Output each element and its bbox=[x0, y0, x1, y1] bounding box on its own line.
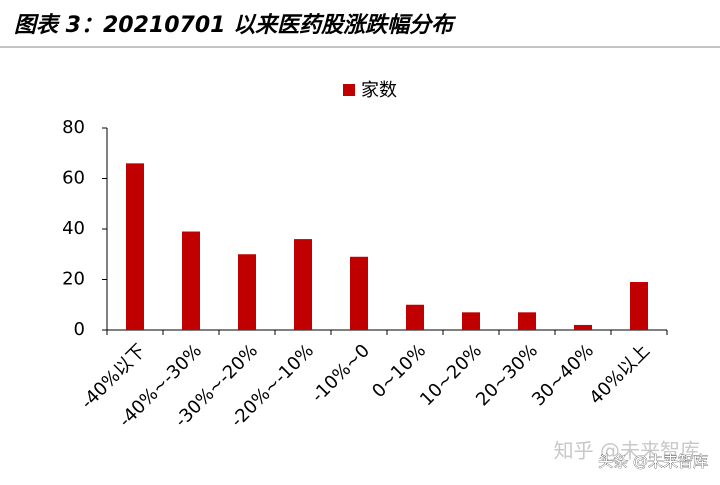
bar bbox=[574, 324, 592, 330]
y-tick-label: 40 bbox=[62, 218, 85, 239]
watermark: 头条 @未来智库 bbox=[598, 453, 708, 471]
bar bbox=[630, 282, 648, 330]
y-tick-label: 0 bbox=[74, 319, 85, 340]
chart-title: 图表 3：20210701 以来医药股涨跌幅分布 bbox=[14, 13, 456, 38]
bar bbox=[182, 231, 200, 330]
bar bbox=[294, 239, 312, 330]
legend-swatch bbox=[343, 84, 355, 96]
bar bbox=[462, 312, 480, 330]
bar bbox=[518, 312, 536, 330]
legend-label: 家数 bbox=[361, 80, 397, 101]
bar bbox=[126, 163, 144, 330]
bar bbox=[406, 304, 424, 330]
bar bbox=[350, 256, 368, 330]
bar bbox=[238, 254, 256, 330]
watermark: 知乎 @未来智库 bbox=[554, 439, 700, 463]
y-tick-label: 20 bbox=[62, 269, 85, 290]
y-tick-label: 60 bbox=[62, 168, 85, 189]
y-tick-label: 80 bbox=[62, 117, 85, 138]
